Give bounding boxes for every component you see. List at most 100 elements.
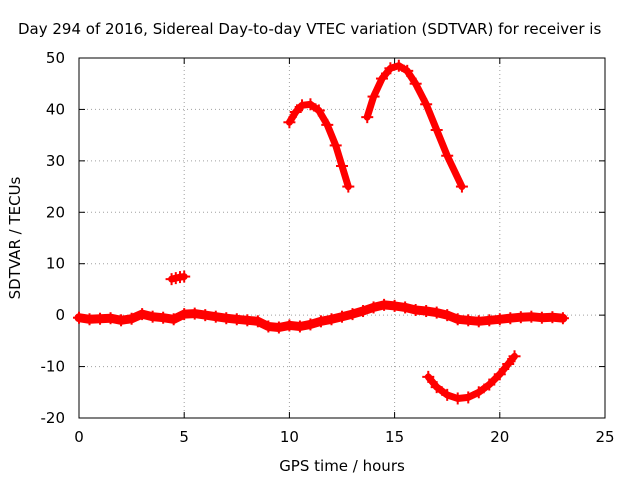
data-point [336,160,348,172]
x-tick-label: 5 [179,428,189,446]
data-point [367,90,380,103]
grid-layer [79,58,605,418]
data-point [441,309,454,322]
y-axis-label: SDTVAR / TECUs [6,176,24,299]
data-point [321,118,334,131]
data-point [296,99,309,112]
data-point [314,315,327,328]
tick-layer: 0 5 10 15 20 25 -20 -10 0 10 20 30 40 50 [41,49,615,446]
data-point [441,149,454,162]
data-point [472,386,485,399]
data-point [451,392,464,405]
data-point [209,310,222,323]
data-point [272,321,285,334]
data-point [199,309,212,322]
data-point [220,312,233,325]
data-point [104,312,117,325]
y-tick-label: 20 [46,203,65,221]
data-point [157,311,170,324]
x-tick-label: 20 [490,428,509,446]
data-point [241,314,254,327]
series-layer [73,59,569,405]
plot-frame [78,57,606,419]
data-point [430,381,443,394]
data-point [508,350,521,363]
x-tick-label: 15 [385,428,404,446]
data-point [361,111,374,124]
data-point [325,313,338,326]
data-point [178,270,191,283]
data-point [336,310,348,323]
data-point [556,312,569,325]
data-point [230,313,243,326]
chart-title: Day 294 of 2016, Sidereal Day-to-day VTE… [18,20,601,38]
data-point [546,311,559,324]
data-point [178,308,191,321]
data-point [392,59,405,72]
data-point [375,72,388,85]
data-point [422,370,435,383]
data-point [251,315,264,328]
data-point [83,313,96,326]
data-point [451,313,464,326]
data-point [378,298,391,311]
x-tick-label: 0 [74,428,84,446]
data-point [455,180,468,193]
data-point [504,312,517,325]
data-point [115,314,128,327]
data-point [472,315,485,328]
data-point [346,308,359,321]
data-point [357,305,370,318]
data-point [384,62,397,75]
data-point [525,310,538,323]
data-point [514,311,527,324]
data-point [420,98,433,111]
data-point [462,391,475,404]
data-point [188,307,201,320]
y-tick-label: -10 [41,358,66,376]
data-point [409,304,422,316]
data-point [125,312,138,325]
data-point [283,116,296,129]
data-point [289,106,302,118]
data-point [493,368,506,381]
data-point [409,77,422,90]
data-point [430,124,443,136]
data-point [283,319,296,332]
data-point [420,305,433,318]
data-point [388,299,401,312]
y-tick-label: 0 [55,306,65,324]
data-point [342,180,355,193]
x-tick-label: 10 [280,428,299,446]
data-point [430,306,443,319]
data-point [535,311,548,324]
y-tick-label: 40 [46,100,65,118]
data-point [304,318,317,331]
data-point [262,320,275,333]
data-point [167,313,180,326]
data-point [94,312,107,325]
y-tick-label: 50 [46,49,65,67]
data-point [399,301,412,314]
data-point [483,378,496,391]
data-point [136,308,149,321]
data-point [329,139,342,152]
x-tick-label: 25 [595,428,614,446]
data-point [502,358,515,370]
data-point [367,301,380,314]
y-tick-label: 10 [46,255,65,273]
data-point [146,310,159,323]
data-point [462,314,475,327]
data-point [304,98,317,111]
y-tick-label: -20 [41,409,66,427]
data-point [401,64,414,77]
y-tick-label: 30 [46,152,65,170]
data-point [312,104,325,117]
data-point [73,311,85,324]
data-point [493,313,506,326]
data-point [441,388,454,401]
data-point [483,314,496,327]
x-axis-label: GPS time / hours [279,457,405,475]
data-point [293,320,306,333]
